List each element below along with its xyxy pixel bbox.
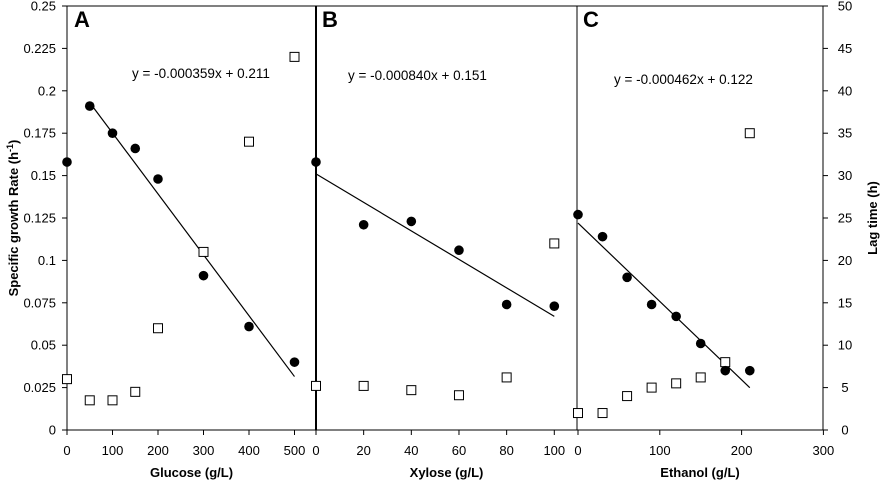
left-tick-label: 0.15 [31,168,56,183]
lag-time-point [311,380,321,391]
growth-rate-point [454,245,464,256]
x-axis-title: Xylose (g/L) [410,465,484,480]
growth-rate-point [573,209,583,220]
lag-time-point [549,238,560,249]
x-tick-label: 200 [147,443,169,458]
trendline-equation: y = -0.000462x + 0.122 [614,72,753,87]
x-tick-label: 100 [102,443,124,458]
left-tick-label: 0.225 [23,41,56,56]
panel-letter: A [74,7,90,32]
lag-time-point [130,386,141,397]
growth-rate-point [720,365,731,376]
growth-rate-point [84,101,95,111]
panel-letter: B [322,7,338,32]
x-tick-label: 40 [404,443,418,458]
lag-time-point [453,390,464,401]
growth-rate-point [130,143,141,154]
right-tick-label: 20 [838,253,852,268]
left-axis-title-main: Specific growth Rate (h [6,152,21,297]
lag-time-point [153,323,163,334]
lag-time-point [198,246,209,257]
left-tick-label: 0.2 [38,83,56,98]
growth-rate-point [549,301,560,311]
growth-rate-point [646,299,657,310]
lag-time-point [358,380,369,391]
left-tick-label: 0.025 [23,380,56,395]
x-tick-label: 20 [356,443,370,458]
lag-time-point [406,385,417,396]
lag-time-point [622,391,633,402]
lag-time-point [501,372,512,383]
left-axis-title-end: ) [6,140,21,144]
right-tick-label: 15 [838,295,852,310]
lag-time-point [646,382,657,393]
x-axis-title: Ethanol (g/L) [660,465,739,480]
left-tick-label: 0.125 [23,211,56,226]
x-tick-label: 200 [731,443,753,458]
x-tick-label: 80 [499,443,513,458]
growth-rate-point [406,216,417,227]
lag-time-point [84,395,95,406]
left-axis-title-sup: -1 [5,144,15,152]
lag-time-point [597,408,608,419]
right-tick-label: 40 [838,83,852,98]
lag-time-point [671,378,682,389]
growth-rate-point [358,219,369,230]
right-tick-label: 10 [838,338,852,353]
right-tick-label: 45 [838,41,852,56]
growth-rate-point [597,231,608,242]
right-tick-label: 0 [841,423,848,438]
panel-letter: C [583,7,599,32]
right-tick-label: 35 [838,126,852,141]
x-tick-label: 0 [63,443,70,458]
trendline [315,173,555,317]
growth-rate-point [62,157,72,167]
left-tick-label: 0 [49,423,56,438]
x-tick-label: 100 [543,443,565,458]
left-tick-label: 0.1 [38,253,56,268]
x-tick-label: 100 [649,443,671,458]
right-axis-title: Lag time (h) [865,181,880,255]
lag-time-point [573,408,583,419]
growth-rate-point [671,311,681,322]
left-axis-title: Specific growth Rate (h-1) [5,140,21,297]
right-tick-label: 25 [838,211,852,226]
lag-time-point [289,51,300,62]
left-tick-label: 0.175 [23,126,56,141]
right-tick-label: 30 [838,168,852,183]
growth-rate-point [311,157,321,167]
growth-rate-point [244,321,254,332]
right-tick-label: 5 [841,380,848,395]
x-axis-title: Glucose (g/L) [150,465,233,480]
lag-time-point [244,136,254,147]
left-tick-label: 0.05 [31,338,56,353]
lag-time-point [62,374,72,385]
x-tick-label: 0 [574,443,581,458]
x-tick-label: 300 [813,443,835,458]
growth-rate-point [501,299,512,310]
lag-time-point [695,372,706,383]
growth-rate-point [198,270,209,281]
left-tick-label: 0.25 [31,0,56,14]
trendline-equation: y = -0.000840x + 0.151 [348,68,487,83]
x-tick-label: 0 [312,443,319,458]
trendline-equation: y = -0.000359x + 0.211 [132,66,270,81]
lag-time-point [107,395,118,406]
x-tick-label: 60 [452,443,466,458]
growth-rate-point [153,174,163,184]
growth-rate-point [695,338,706,349]
growth-rate-point [107,128,118,138]
lag-time-point [744,128,755,139]
growth-rate-point [289,357,300,367]
trendline [89,102,295,377]
x-tick-label: 500 [284,443,306,458]
right-tick-label: 50 [838,0,852,14]
growth-rate-point [744,365,755,376]
x-tick-label: 400 [238,443,260,458]
lag-time-point [720,357,731,368]
growth-rate-point [622,272,632,283]
x-tick-label: 300 [193,443,215,458]
left-tick-label: 0.075 [23,295,56,310]
